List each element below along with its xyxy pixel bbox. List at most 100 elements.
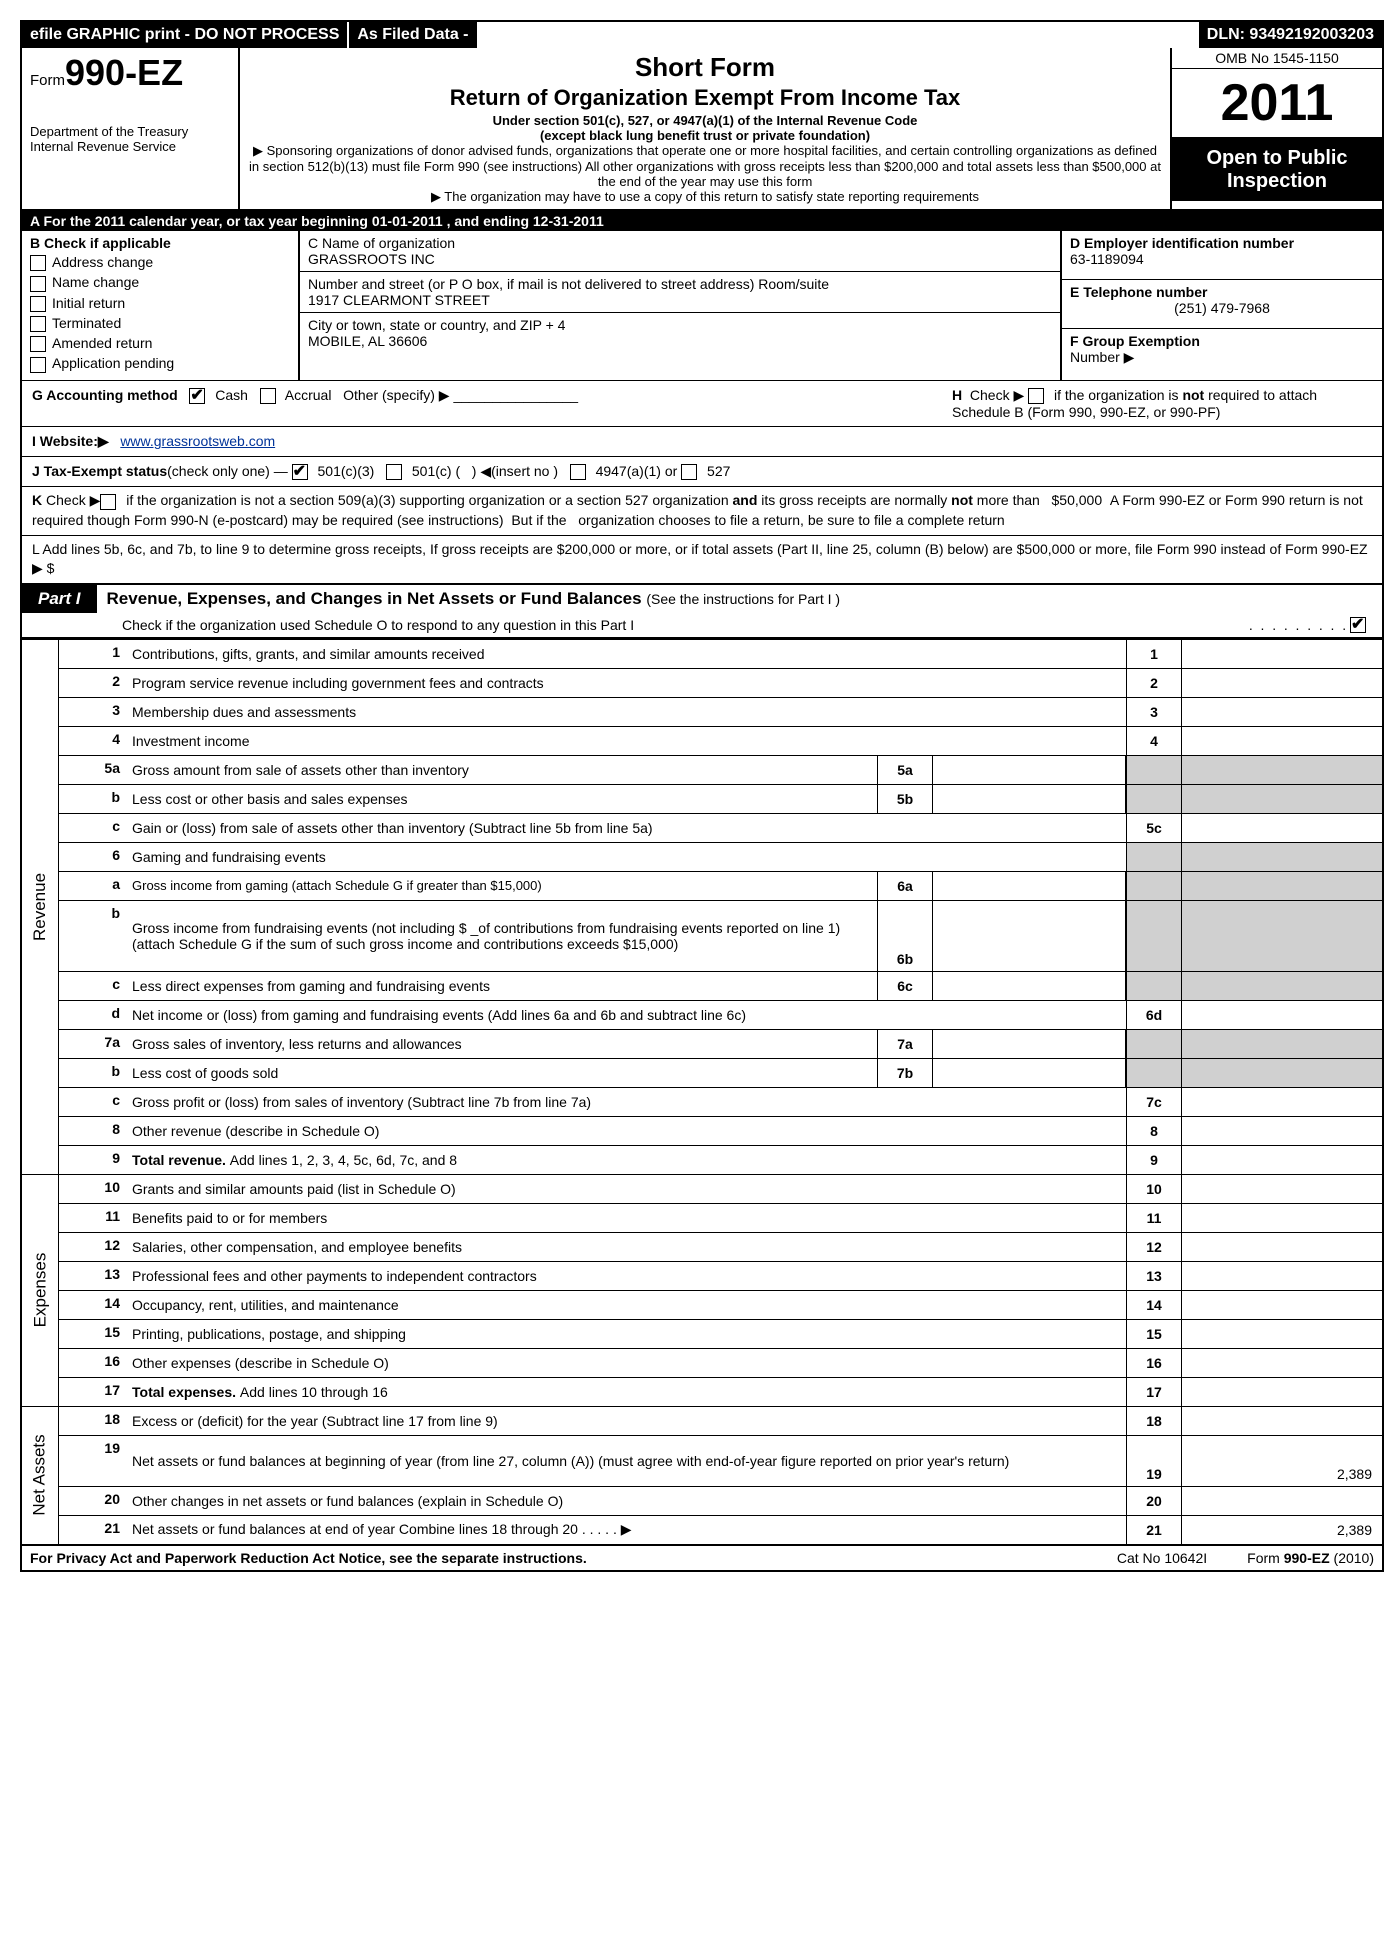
ein-value: 63-1189094 — [1070, 251, 1374, 267]
chk-4947[interactable] — [570, 464, 586, 480]
line5a-desc: Gross amount from sale of assets other t… — [126, 756, 877, 784]
chk-application-pending[interactable]: Application pending — [30, 355, 290, 372]
form-prefix: Form — [30, 72, 65, 89]
line12-desc: Salaries, other compensation, and employ… — [126, 1233, 1126, 1261]
open-line2: Inspection — [1176, 170, 1378, 193]
short-form-title: Short Form — [248, 52, 1162, 83]
line9-desc: Total revenue. Add lines 1, 2, 3, 4, 5c,… — [126, 1146, 1126, 1174]
line-g: G Accounting method Cash Accrual Other (… — [32, 387, 952, 420]
line19-value: 2,389 — [1181, 1436, 1382, 1486]
line-j: J Tax-Exempt status(check only one) — 50… — [22, 457, 1382, 487]
group-exemption-row: F Group Exemption Number ▶ — [1062, 329, 1382, 377]
open-line1: Open to Public — [1176, 147, 1378, 170]
addr-row: Number and street (or P O box, if mail i… — [300, 272, 1060, 313]
line-g-h: G Accounting method Cash Accrual Other (… — [22, 381, 1382, 427]
chk-initial-return[interactable]: Initial return — [30, 295, 290, 312]
line5c-desc: Gain or (loss) from sale of assets other… — [126, 814, 1126, 842]
form-990ez: efile GRAPHIC print - DO NOT PROCESS As … — [20, 20, 1384, 1572]
line6c-desc: Less direct expenses from gaming and fun… — [126, 972, 877, 1000]
g-other: Other (specify) ▶ — [343, 387, 449, 403]
chk-h[interactable] — [1028, 388, 1044, 404]
chk-k[interactable] — [100, 494, 116, 510]
line7c-desc: Gross profit or (loss) from sales of inv… — [126, 1088, 1126, 1116]
footer-right: Form 990-EZ (2010) — [1247, 1550, 1374, 1566]
sub2: (except black lung benefit trust or priv… — [540, 128, 870, 143]
line-l: L Add lines 5b, 6c, and 7b, to line 9 to… — [22, 536, 1382, 583]
line7b-desc: Less cost of goods sold — [126, 1059, 877, 1087]
chk-accrual[interactable] — [260, 388, 276, 404]
i-label: I Website:▶ — [32, 433, 109, 449]
org-name: GRASSROOTS INC — [308, 251, 1052, 267]
form-number: Form990-EZ — [30, 52, 230, 94]
line11-desc: Benefits paid to or for members — [126, 1204, 1126, 1232]
dept: Department of the Treasury Internal Reve… — [30, 124, 230, 154]
line6d-desc: Net income or (loss) from gaming and fun… — [126, 1001, 1126, 1029]
street-address: 1917 CLEARMONT STREET — [308, 292, 1052, 308]
chk-527[interactable] — [681, 464, 697, 480]
chk-501c[interactable] — [386, 464, 402, 480]
sub3: ▶ Sponsoring organizations of donor advi… — [248, 143, 1162, 189]
form-num: 990-EZ — [65, 52, 183, 93]
footer-left: For Privacy Act and Paperwork Reduction … — [30, 1550, 1077, 1566]
city-label: City or town, state or country, and ZIP … — [308, 317, 1052, 333]
header-center: Short Form Return of Organization Exempt… — [240, 48, 1170, 209]
line6-desc: Gaming and fundraising events — [126, 843, 1126, 871]
phone-row: E Telephone number (251) 479-7968 — [1062, 280, 1382, 329]
phone-value: (251) 479-7968 — [1070, 300, 1374, 316]
chk-part1-schedo[interactable] — [1350, 617, 1366, 633]
line17-desc: Total expenses. Add lines 10 through 16 — [126, 1378, 1126, 1406]
topbar-blank — [479, 22, 1199, 48]
line-a: A For the 2011 calendar year, or tax yea… — [22, 211, 1382, 231]
part1-header: Part I Revenue, Expenses, and Changes in… — [22, 585, 1382, 613]
line6b-desc: Gross income from fundraising events (no… — [126, 901, 877, 971]
city-state-zip: MOBILE, AL 36606 — [308, 333, 1052, 349]
chk-terminated[interactable]: Terminated — [30, 315, 290, 332]
website-link[interactable]: www.grassrootsweb.com — [120, 433, 275, 449]
part1-label: Part I — [22, 585, 97, 613]
line16-desc: Other expenses (describe in Schedule O) — [126, 1349, 1126, 1377]
dept-line2: Internal Revenue Service — [30, 139, 230, 154]
line4-desc: Investment income — [126, 727, 1126, 755]
part1-title: Revenue, Expenses, and Changes in Net As… — [97, 585, 1382, 613]
chk-cash[interactable] — [189, 388, 205, 404]
line3-desc: Membership dues and assessments — [126, 698, 1126, 726]
line15-desc: Printing, publications, postage, and shi… — [126, 1320, 1126, 1348]
revenue-section: Revenue 1Contributions, gifts, grants, a… — [22, 638, 1382, 1174]
d-label: D Employer identification number — [1070, 235, 1374, 251]
omb-number: OMB No 1545-1150 — [1172, 48, 1382, 69]
sub4: ▶ The organization may have to use a cop… — [248, 189, 1162, 205]
expenses-label: Expenses — [22, 1175, 59, 1406]
f-label2: Number ▶ — [1070, 349, 1134, 365]
part1-check-line: Check if the organization used Schedule … — [22, 613, 1382, 638]
line-h: H Check ▶ if the organization is not req… — [952, 387, 1372, 420]
topbar-dln: DLN: 93492192003203 — [1199, 22, 1382, 48]
chk-amended[interactable]: Amended return — [30, 335, 290, 352]
expenses-section: Expenses 10Grants and similar amounts pa… — [22, 1174, 1382, 1406]
line14-desc: Occupancy, rent, utilities, and maintena… — [126, 1291, 1126, 1319]
line21-value: 2,389 — [1181, 1516, 1382, 1544]
netassets-label: Net Assets — [22, 1407, 59, 1544]
open-public: Open to Public Inspection — [1172, 139, 1382, 201]
chk-501c3[interactable] — [292, 464, 308, 480]
e-label: E Telephone number — [1070, 284, 1374, 300]
ein-row: D Employer identification number 63-1189… — [1062, 231, 1382, 280]
section-bcd: B Check if applicable Address change Nam… — [22, 231, 1382, 381]
netassets-section: Net Assets 18Excess or (deficit) for the… — [22, 1406, 1382, 1546]
header-row: Form990-EZ Department of the Treasury In… — [22, 48, 1382, 211]
col-c: C Name of organization GRASSROOTS INC Nu… — [300, 231, 1062, 380]
chk-name-change[interactable]: Name change — [30, 274, 290, 291]
f-label: F Group Exemption — [1070, 333, 1200, 349]
tax-year: 2011 — [1172, 69, 1382, 139]
col-b-title: B Check if applicable — [30, 235, 290, 251]
header-right: OMB No 1545-1150 2011 Open to Public Ins… — [1170, 48, 1382, 209]
col-def: D Employer identification number 63-1189… — [1062, 231, 1382, 380]
line5b-desc: Less cost or other basis and sales expen… — [126, 785, 877, 813]
line21-desc: Net assets or fund balances at end of ye… — [126, 1516, 1126, 1544]
topbar-mid: As Filed Data - — [347, 22, 478, 48]
dept-line1: Department of the Treasury — [30, 124, 230, 139]
col-b: B Check if applicable Address change Nam… — [22, 231, 300, 380]
line6a-desc: Gross income from gaming (attach Schedul… — [126, 872, 877, 900]
chk-address-change[interactable]: Address change — [30, 254, 290, 271]
org-name-row: C Name of organization GRASSROOTS INC — [300, 231, 1060, 272]
line-i: I Website:▶ www.grassrootsweb.com — [22, 427, 1382, 457]
